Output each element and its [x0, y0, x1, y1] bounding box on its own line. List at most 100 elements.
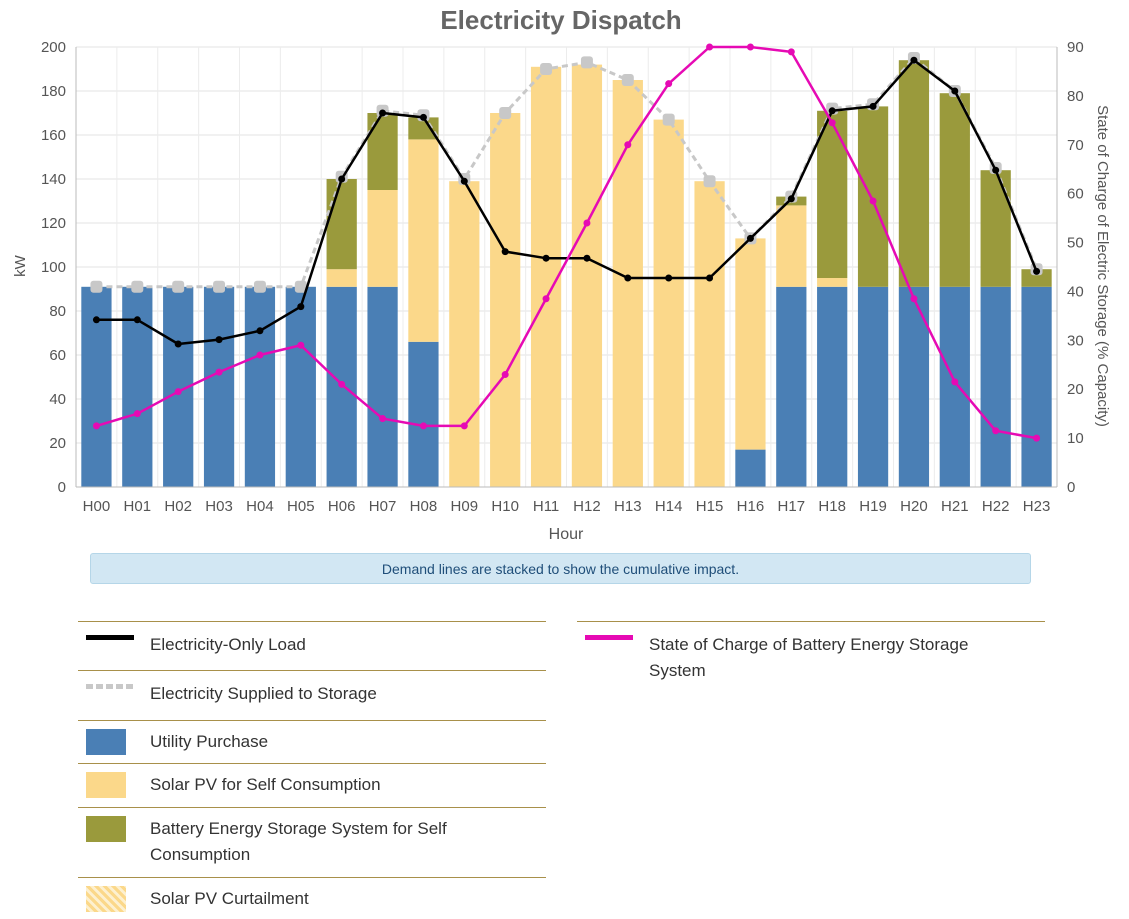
- legend-item-battery-self-consumption[interactable]: Battery Energy Storage System for Self C…: [78, 807, 546, 877]
- data-point[interactable]: [621, 74, 634, 86]
- bar-segment[interactable]: [244, 286, 276, 487]
- legend-item-electricity-only-load[interactable]: Electricity-Only Load: [78, 621, 546, 670]
- bar-segment[interactable]: [449, 181, 480, 487]
- bar-segment[interactable]: [980, 286, 1011, 487]
- data-point[interactable]: [131, 280, 144, 293]
- data-point[interactable]: [174, 340, 182, 348]
- bar-segment[interactable]: [367, 286, 398, 487]
- data-point[interactable]: [379, 109, 387, 117]
- data-point[interactable]: [828, 107, 836, 115]
- data-point[interactable]: [1033, 267, 1041, 275]
- bar-segment[interactable]: [857, 106, 889, 287]
- bar-segment[interactable]: [1021, 269, 1052, 287]
- data-point[interactable]: [133, 410, 141, 418]
- bar-segment[interactable]: [408, 139, 439, 342]
- data-point[interactable]: [706, 43, 714, 51]
- data-point[interactable]: [92, 422, 100, 430]
- data-point[interactable]: [294, 280, 307, 293]
- data-point[interactable]: [253, 280, 266, 293]
- bar-segment[interactable]: [817, 286, 848, 487]
- data-point[interactable]: [419, 422, 427, 430]
- bar-segment[interactable]: [694, 181, 725, 487]
- data-point[interactable]: [297, 303, 305, 311]
- bar-segment[interactable]: [367, 190, 398, 287]
- bar-segment[interactable]: [735, 238, 766, 450]
- data-point[interactable]: [172, 280, 185, 293]
- data-point[interactable]: [174, 388, 182, 396]
- bar-segment[interactable]: [939, 286, 970, 487]
- data-point[interactable]: [542, 295, 550, 303]
- data-point[interactable]: [92, 316, 100, 324]
- data-point[interactable]: [338, 175, 346, 183]
- data-point[interactable]: [624, 274, 632, 282]
- bar-segment[interactable]: [776, 286, 807, 487]
- legend-item-solar-pv-self-consumption[interactable]: Solar PV for Self Consumption: [78, 763, 546, 807]
- bar-segment[interactable]: [612, 80, 643, 487]
- data-point[interactable]: [379, 415, 387, 423]
- bar-segment[interactable]: [817, 110, 848, 278]
- bar-segment[interactable]: [653, 119, 684, 487]
- legend-item-solar-pv-curtailment[interactable]: Solar PV Curtailment: [78, 877, 546, 919]
- data-point[interactable]: [501, 248, 509, 256]
- bar-segment[interactable]: [367, 113, 398, 190]
- data-point[interactable]: [910, 56, 918, 64]
- bar-segment[interactable]: [898, 60, 930, 287]
- data-point[interactable]: [662, 113, 675, 126]
- legend-item-utility-purchase[interactable]: Utility Purchase: [78, 720, 546, 763]
- bar-segment[interactable]: [203, 286, 235, 487]
- data-point[interactable]: [215, 368, 223, 376]
- data-point[interactable]: [501, 371, 509, 379]
- bar-segment[interactable]: [939, 93, 970, 287]
- data-point[interactable]: [256, 327, 264, 335]
- bar-segment[interactable]: [980, 170, 1011, 287]
- data-point[interactable]: [869, 102, 877, 110]
- data-point[interactable]: [706, 274, 714, 282]
- data-point[interactable]: [580, 56, 593, 69]
- bar-segment[interactable]: [285, 286, 316, 487]
- legend-item-state-of-charge[interactable]: State of Charge of Battery Energy Storag…: [577, 621, 1045, 681]
- bar-segment[interactable]: [408, 117, 439, 140]
- bar-segment[interactable]: [857, 286, 889, 487]
- data-point[interactable]: [499, 107, 512, 119]
- data-point[interactable]: [910, 295, 918, 303]
- data-point[interactable]: [542, 254, 550, 262]
- data-point[interactable]: [419, 113, 427, 121]
- bar-segment[interactable]: [776, 205, 807, 287]
- data-point[interactable]: [460, 177, 468, 185]
- data-point[interactable]: [703, 175, 716, 188]
- data-point[interactable]: [665, 274, 673, 282]
- data-point[interactable]: [583, 254, 591, 262]
- legend-item-electricity-supplied-to-storage[interactable]: Electricity Supplied to Storage: [78, 670, 546, 720]
- data-point[interactable]: [992, 427, 1000, 435]
- bar-segment[interactable]: [326, 179, 357, 270]
- data-point[interactable]: [540, 63, 553, 75]
- data-point[interactable]: [90, 280, 103, 293]
- data-point[interactable]: [215, 336, 223, 344]
- data-point[interactable]: [256, 351, 264, 359]
- data-point[interactable]: [828, 119, 836, 127]
- data-point[interactable]: [460, 422, 468, 430]
- data-point[interactable]: [951, 87, 959, 95]
- data-point[interactable]: [297, 341, 305, 349]
- data-point[interactable]: [213, 280, 226, 293]
- data-point[interactable]: [746, 43, 754, 51]
- data-point[interactable]: [1033, 434, 1041, 442]
- data-point[interactable]: [951, 378, 959, 386]
- bar-segment[interactable]: [735, 449, 766, 487]
- data-point[interactable]: [787, 48, 795, 56]
- data-point[interactable]: [583, 219, 591, 227]
- bar-segment[interactable]: [530, 66, 562, 488]
- bar-segment[interactable]: [408, 341, 439, 487]
- bar-segment[interactable]: [817, 278, 848, 287]
- data-point[interactable]: [338, 380, 346, 388]
- data-point[interactable]: [624, 141, 632, 149]
- data-point[interactable]: [746, 234, 754, 242]
- data-point[interactable]: [992, 166, 1000, 174]
- bar-segment[interactable]: [490, 113, 521, 487]
- bar-segment[interactable]: [326, 269, 357, 287]
- data-point[interactable]: [869, 197, 877, 205]
- data-point[interactable]: [787, 195, 795, 203]
- data-point[interactable]: [665, 80, 673, 88]
- data-point[interactable]: [133, 316, 141, 324]
- bar-segment[interactable]: [898, 286, 930, 487]
